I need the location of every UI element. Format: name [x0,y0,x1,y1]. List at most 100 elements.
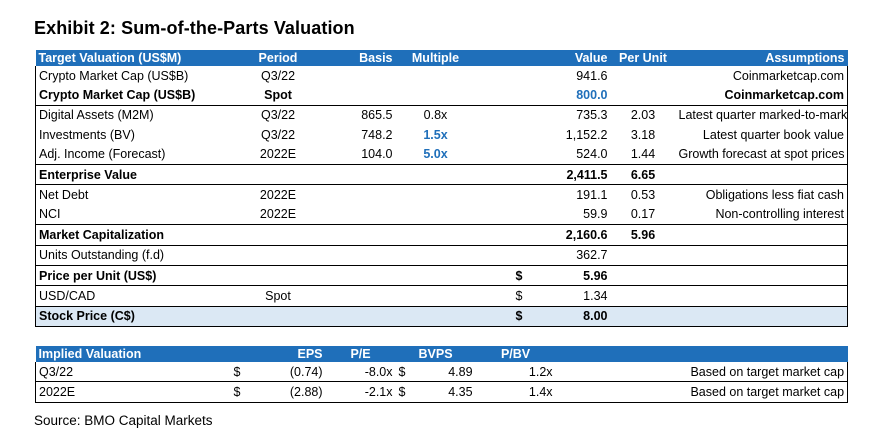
per-unit-cell: 0.53 [610,184,676,205]
row-label: NCI [35,204,231,225]
assumption-cell: Based on target market cap [555,362,849,382]
currency-cell: $ [398,364,406,379]
multiple-cell [395,244,476,266]
period-cell: 2022E [230,184,326,205]
per-unit-cell: 2.03 [610,104,676,126]
basis-cell [326,205,396,225]
table-row: Crypto Market Cap (US$B) Spot 800.0 Coin… [35,85,848,106]
assumption-cell: Non-controlling interest [675,204,848,225]
currency-cell: $ [475,285,526,307]
value-cell: 1,152.2 [565,127,608,142]
per-unit-cell [610,305,676,328]
basis-cell: 748.2 [361,127,393,142]
per-unit-cell [611,66,676,85]
currency-cell: $ [475,305,526,328]
currency-cell [475,163,526,185]
pe-cell: -8.0x [364,364,393,379]
basis-cell [325,305,396,328]
row-label: Investments (BV) [35,125,231,145]
currency-cell [476,85,526,105]
period-cell: 2022E [259,207,297,222]
value-cell: 8.00 [525,305,611,328]
value-cell: 2,160.6 [525,224,611,246]
table-row: Net Debt 2022E 191.1 0.53 Obligations le… [35,184,848,205]
basis-cell [325,224,396,246]
assumption-cell: Growth forecast at spot prices [675,144,848,165]
value-cell: 941.6 [576,68,608,83]
per-unit-cell [611,85,676,105]
sotp-valuation-table: Target Valuation (US$M) Period Basis Mul… [35,50,848,328]
assumption-cell: Latest quarter marked-to-market [675,104,848,126]
table-row: NCI 2022E 59.9 0.17 Non-controlling inte… [35,204,848,225]
row-label: Units Outstanding (f.d) [35,244,231,266]
basis-cell [326,66,396,85]
multiple-cell [395,224,476,246]
currency-cell [476,125,526,144]
row-label: Adj. Income (Forecast) [35,144,231,165]
source-note: Source: BMO Capital Markets [34,413,213,428]
assumption-cell: Coinmarketcap.com [675,66,848,86]
table-row: USD/CAD Spot $ 1.34 [35,285,848,307]
period-cell: 2022E [259,147,297,162]
header-assumptions: Assumptions [675,50,848,66]
value-cell: 800.0 [576,88,608,103]
period-cell: Q3/22 [230,104,326,126]
header-implied-valuation: Implied Valuation [35,346,231,362]
currency-cell [475,224,526,246]
currency-cell: $ [395,381,410,403]
period-cell [230,305,326,328]
assumption-cell: Coinmarketcap.com [675,85,848,106]
table-row: Investments (BV) Q3/22 748.2 1.5x 1,152.… [35,125,848,145]
row-label: USD/CAD [35,285,231,307]
currency-cell [476,205,526,225]
row-label: Q3/22 [35,362,231,382]
header-per-unit: Per Unit [610,50,676,66]
per-unit-cell: 6.65 [610,163,676,185]
currency-cell: $ [475,264,526,286]
row-label: Enterprise Value [35,163,231,185]
table-row: Enterprise Value 2,411.5 6.65 [35,163,848,185]
per-unit-cell: 5.96 [610,224,676,246]
eps-cell: (2.88) [244,381,326,403]
row-label: Crypto Market Cap (US$B) [35,85,231,106]
assumption-cell: Latest quarter book value [675,125,848,145]
pe-cell: -2.1x [325,381,396,403]
multiple-cell: 0.8x [395,104,476,126]
multiple-cell [395,305,476,328]
period-cell: Spot [264,88,292,103]
basis-cell: 865.5 [325,104,396,126]
currency-cell [476,145,526,165]
period-cell [230,224,326,246]
implied-header-row: Implied Valuation EPS P/E BVPS P/BV [35,346,848,362]
header-value: Value [525,50,611,66]
multiple-cell [395,163,476,185]
header-pe: P/E [325,346,396,362]
implied-valuation-table: Implied Valuation EPS P/E BVPS P/BV Q3/2… [35,346,849,403]
currency-cell: $ [233,364,241,379]
table-row: Q3/22 $ (0.74) -8.0x $ 4.89 1.2x Based o… [35,362,849,382]
value-cell: 2,411.5 [525,163,611,185]
assumption-cell: Based on target market cap [555,381,849,403]
currency-cell [476,66,526,85]
period-cell: Q3/22 [260,127,296,142]
header-basis: Basis [325,50,396,66]
assumption-cell [675,305,848,328]
period-cell [230,244,326,266]
per-unit-cell [610,244,676,266]
value-cell: 524.0 [576,147,608,162]
multiple-cell [396,85,476,105]
multiple-cell: 1.5x [423,127,448,142]
header-target-valuation: Target Valuation (US$M) [35,50,231,66]
table-row: Digital Assets (M2M) Q3/22 865.5 0.8x 73… [35,104,848,126]
currency-cell [475,244,526,266]
row-label: Digital Assets (M2M) [35,104,231,126]
value-cell: 735.3 [525,104,611,126]
header-blank [475,50,526,66]
table-header-row: Target Valuation (US$M) Period Basis Mul… [35,50,848,66]
multiple-cell: 5.0x [423,147,448,162]
assumption-cell [675,285,848,307]
basis-cell [326,85,396,105]
table-row: Price per Unit (US$) $ 5.96 [35,264,848,286]
value-cell: 191.1 [525,184,611,205]
basis-cell [325,264,396,286]
